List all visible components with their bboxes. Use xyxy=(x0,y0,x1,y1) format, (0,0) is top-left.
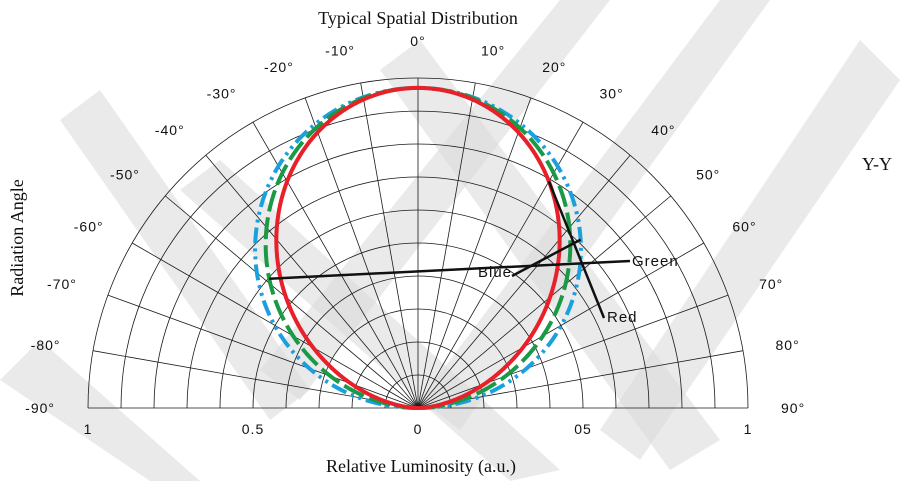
angle-tick-label: 60° xyxy=(732,219,756,235)
watermark-stroke xyxy=(0,340,200,481)
leader-line-blue xyxy=(511,238,582,278)
series-line-red xyxy=(274,85,562,410)
watermark-stroke xyxy=(420,0,770,430)
angle-tick-label: -30° xyxy=(207,86,237,102)
radial-tick-labels: 1 0.5 0 05 1 xyxy=(84,421,753,437)
x-axis-title: Relative Luminosity (a.u.) xyxy=(326,456,516,477)
angle-tick-label: -90° xyxy=(25,400,55,416)
y-axis-title: Radiation Angle xyxy=(7,179,27,296)
series-label-blue: Blue xyxy=(478,264,512,281)
grid-spoke xyxy=(417,294,729,409)
angle-tick-label: -20° xyxy=(264,59,294,75)
angle-tick-label: -10° xyxy=(325,43,355,59)
grid-spoke xyxy=(417,350,744,409)
watermark-stroke xyxy=(60,90,310,420)
angle-tick-label: -80° xyxy=(31,337,61,353)
grid-spoke xyxy=(132,242,419,409)
grid-spoke xyxy=(164,195,419,409)
series-label-red: Red xyxy=(607,309,638,326)
series-label-green: Green xyxy=(632,253,679,270)
angle-tick-label: 0° xyxy=(410,33,425,49)
grid-spoke xyxy=(92,350,419,409)
leader-line-red xyxy=(547,180,606,319)
watermark-stroke xyxy=(600,40,900,460)
radial-tick-label: 0 xyxy=(414,421,423,437)
angle-tick-label: -40° xyxy=(155,122,185,138)
angle-tick-label: 40° xyxy=(651,122,675,138)
angle-tick-label: 20° xyxy=(542,59,566,75)
grid-spoke xyxy=(304,97,419,409)
annotations: Green Blue Red xyxy=(269,180,679,326)
radial-tick-label: 0.5 xyxy=(242,421,264,437)
grid-spoke xyxy=(417,154,631,409)
radial-tick-label: 1 xyxy=(744,421,753,437)
chart-title: Typical Spatial Distribution xyxy=(318,8,518,28)
grid-spoke xyxy=(417,195,672,409)
grid-spoke xyxy=(417,122,584,409)
grid-spoke xyxy=(107,294,419,409)
grid-spoke xyxy=(417,97,532,409)
angle-tick-label: 10° xyxy=(481,43,505,59)
series-layer xyxy=(253,85,583,410)
watermark-stroke xyxy=(260,0,610,400)
polar-grid xyxy=(87,77,749,409)
angle-tick-label: 30° xyxy=(600,86,624,102)
angle-tick-label: 80° xyxy=(776,337,800,353)
radial-tick-label: 1 xyxy=(84,421,93,437)
angle-tick-label: 90° xyxy=(781,400,805,416)
angle-tick-labels: -90° -80° -70° -60° -50° -40° -30° -20° -10° 0° 10… xyxy=(25,33,805,416)
angle-tick-label: -60° xyxy=(74,219,104,235)
angle-tick-label: -50° xyxy=(110,167,140,183)
radial-tick-label: 05 xyxy=(574,421,592,437)
angle-tick-label: 70° xyxy=(759,276,783,292)
angle-tick-label: 50° xyxy=(696,167,720,183)
grid-spoke xyxy=(252,122,419,409)
grid-spoke xyxy=(417,242,704,409)
angle-tick-label: -70° xyxy=(47,276,77,292)
leader-line-green xyxy=(269,259,631,280)
watermark-strokes xyxy=(0,0,900,481)
side-label: Y-Y xyxy=(862,154,892,174)
grid-spoke xyxy=(360,82,419,409)
grid-spoke xyxy=(417,82,476,409)
grid-spoke xyxy=(205,154,419,409)
